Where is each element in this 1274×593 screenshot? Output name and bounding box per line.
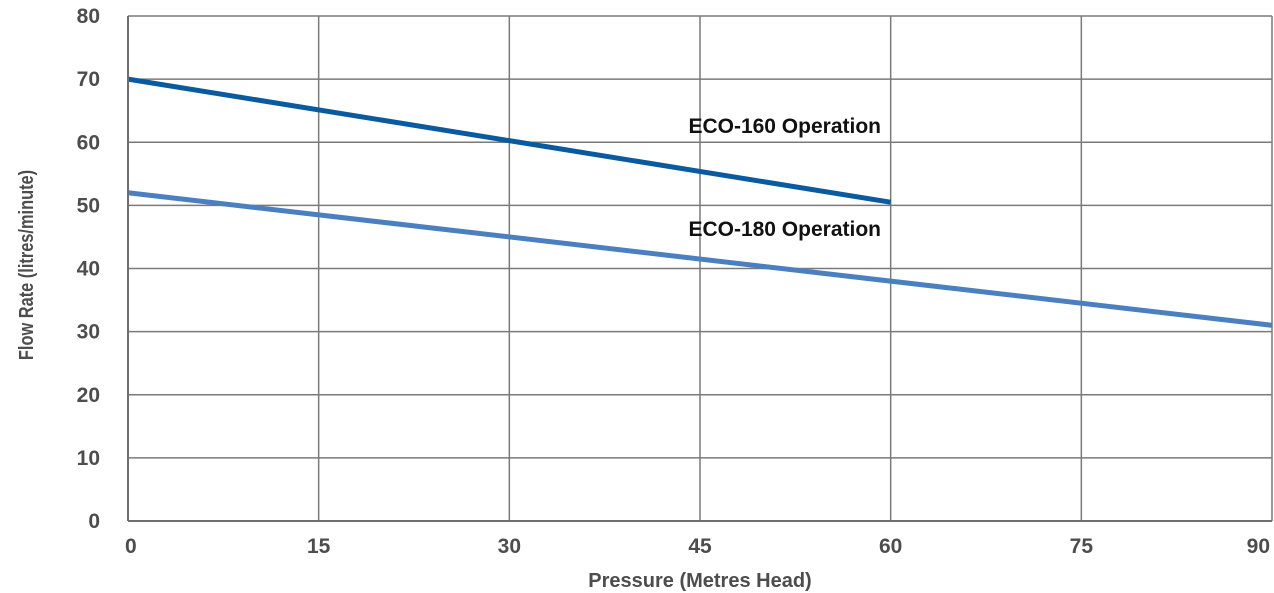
y-tick-label: 50 <box>77 194 100 217</box>
series-label-2: ECO-180 Operation <box>688 218 881 241</box>
y-tick-label: 70 <box>77 68 100 91</box>
x-tick-label: 30 <box>498 535 521 558</box>
series-line-2 <box>127 190 1273 328</box>
x-axis-title: Pressure (Metres Head) <box>588 570 811 592</box>
x-tick-label: 75 <box>1070 535 1094 558</box>
y-tick-label: 80 <box>77 5 100 28</box>
y-tick-label: 10 <box>77 447 100 470</box>
y-tick-label: 20 <box>77 384 100 407</box>
y-tick-label: 60 <box>77 131 100 154</box>
x-tick-label: 45 <box>688 535 712 558</box>
x-tick-label: 15 <box>307 535 331 558</box>
y-tick-label: 30 <box>77 321 100 344</box>
series-labels: ECO-160 Operation ECO-180 Operation <box>688 115 881 241</box>
series-lines <box>127 76 1273 328</box>
y-axis-title: Flow Rate (litres/minute) <box>14 170 37 360</box>
y-tick-label: 40 <box>77 258 100 281</box>
grid <box>127 15 1273 522</box>
y-tick-label: 0 <box>88 510 100 533</box>
x-tick-label: 0 <box>125 535 137 558</box>
series-label-1: ECO-160 Operation <box>688 115 881 138</box>
axes <box>127 16 1272 522</box>
x-tick-label: 90 <box>1247 535 1270 558</box>
tick-labels: 0 10 20 30 40 50 60 70 80 0 15 30 45 60 75 90 <box>77 5 1270 558</box>
series-line-1 <box>127 76 892 205</box>
x-tick-label: 60 <box>879 535 902 558</box>
